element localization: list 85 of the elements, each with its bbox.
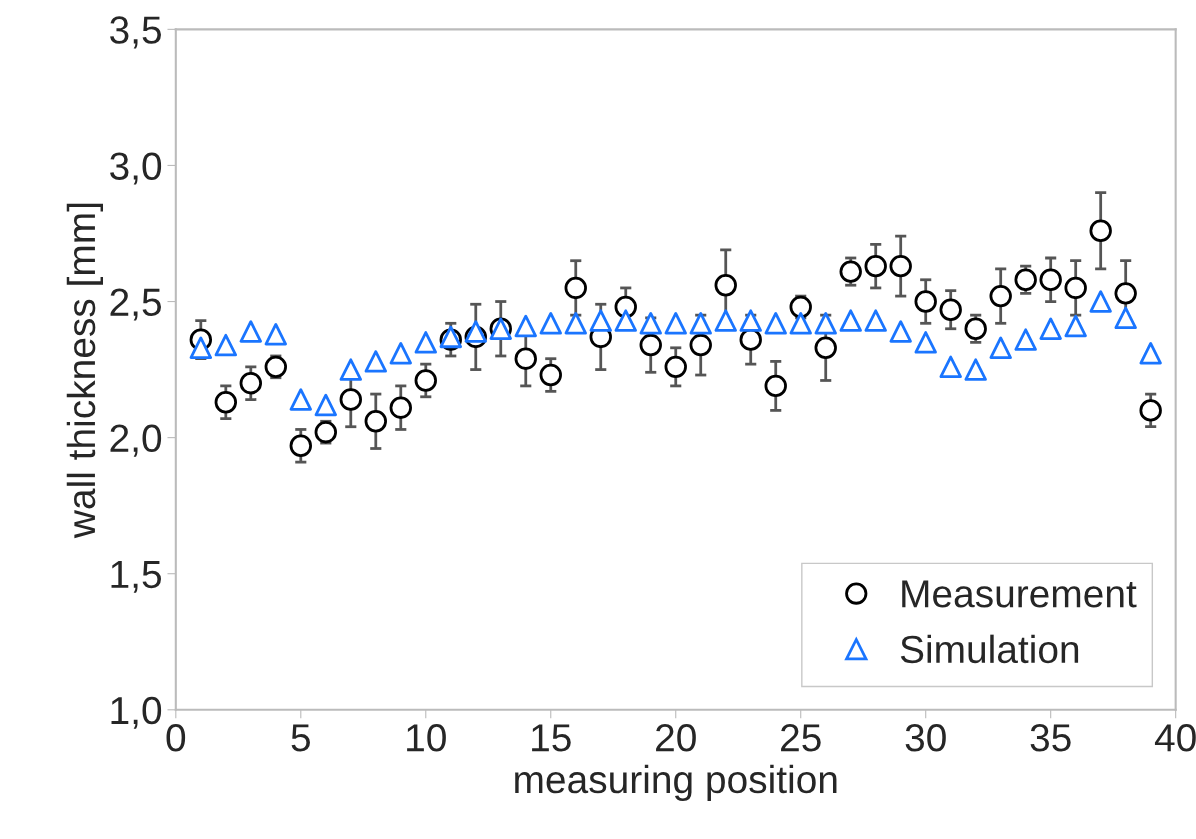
point	[539, 363, 562, 387]
point	[1039, 317, 1062, 340]
point	[239, 320, 263, 343]
y-tick-label: 2,5	[110, 288, 161, 321]
x-axis-title: measuring position	[515, 764, 837, 802]
x-tick-label: 25	[781, 724, 821, 752]
point	[839, 309, 862, 332]
y-tick-label: 3,5	[110, 16, 161, 49]
point	[914, 290, 937, 313]
point	[289, 434, 313, 457]
x-tick-label: 10	[407, 724, 446, 752]
point	[564, 312, 587, 335]
point	[1089, 219, 1112, 242]
point	[339, 388, 362, 411]
y-tick-label: 1,0	[111, 696, 162, 729]
point	[1114, 306, 1137, 330]
point	[914, 331, 937, 354]
x-tick-label: 20	[656, 724, 696, 752]
point	[1039, 268, 1062, 291]
point	[364, 410, 387, 433]
y-tick-label: 1,5	[111, 561, 161, 593]
point	[239, 371, 263, 395]
point	[289, 388, 313, 411]
point	[764, 374, 787, 398]
point	[464, 320, 487, 343]
point	[1014, 268, 1037, 291]
point	[714, 309, 737, 332]
point	[414, 369, 437, 392]
point	[514, 314, 537, 338]
point	[664, 355, 687, 379]
x-tick-label: 15	[532, 724, 571, 752]
point	[214, 391, 238, 414]
legend-label: Simulation	[900, 634, 1079, 664]
point	[814, 312, 837, 335]
point	[339, 358, 362, 381]
point	[814, 336, 837, 360]
point	[264, 355, 288, 379]
point	[864, 254, 887, 278]
point	[389, 342, 412, 365]
point	[739, 309, 762, 332]
point	[589, 309, 612, 332]
x-tick-label: 40	[1154, 724, 1196, 752]
point	[1089, 290, 1112, 313]
point	[314, 393, 337, 417]
point	[614, 309, 637, 332]
x-tick-label: 5	[291, 724, 310, 752]
point	[764, 312, 787, 335]
x-tick-label: 35	[1030, 724, 1071, 752]
point	[964, 358, 987, 381]
y-tick-label: 3,0	[110, 152, 162, 185]
point	[939, 355, 962, 379]
point	[1114, 282, 1137, 305]
point	[414, 331, 437, 354]
point	[214, 333, 238, 357]
point	[664, 312, 687, 335]
point	[564, 276, 587, 300]
point	[639, 333, 662, 357]
point	[1139, 399, 1162, 422]
y-axis-title: wall thickness [mm]	[66, 203, 104, 539]
point	[264, 322, 288, 346]
point	[864, 309, 887, 332]
point	[689, 333, 712, 357]
point	[364, 350, 387, 373]
point	[1014, 328, 1037, 351]
point	[639, 312, 662, 335]
point	[1139, 342, 1162, 365]
point	[889, 320, 912, 343]
point	[789, 312, 812, 335]
point	[189, 336, 213, 360]
point	[514, 347, 537, 370]
point	[889, 254, 912, 278]
point	[964, 317, 987, 340]
point	[1064, 276, 1087, 300]
point	[989, 284, 1012, 308]
point	[714, 274, 737, 297]
point	[989, 336, 1012, 360]
point	[1064, 314, 1087, 338]
x-tick-label: 0	[166, 724, 186, 752]
x-tick-label: 30	[905, 724, 946, 752]
point	[539, 312, 562, 335]
y-tick-label: 2,0	[110, 424, 162, 457]
point	[689, 312, 712, 335]
legend-label: Measurement	[902, 580, 1137, 608]
point	[939, 298, 962, 321]
point	[389, 396, 412, 419]
